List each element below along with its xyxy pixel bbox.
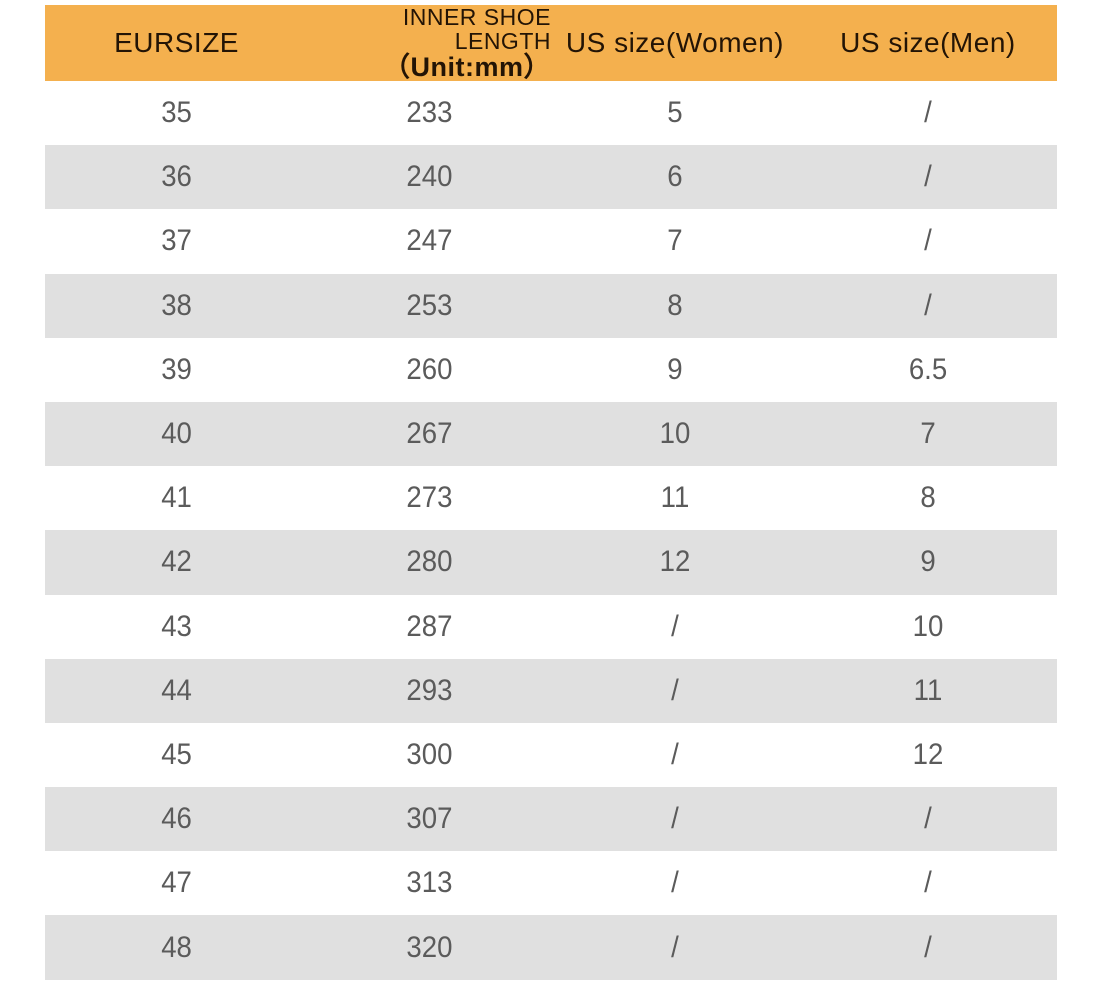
table-header-row: EURSIZE INNER SHOE LENGTH （Unit:mm） US s… (45, 5, 1057, 81)
table-row: 43 287 / 10 (45, 594, 1057, 659)
table-row: 35 233 5 / (45, 81, 1057, 146)
table-cell: 8 (667, 288, 683, 322)
header-eursize: EURSIZE (45, 27, 308, 59)
table-cell: 313 (406, 866, 453, 900)
table-cell: 307 (406, 802, 453, 836)
table-cell: 5 (667, 96, 683, 130)
table-cell: 38 (161, 288, 192, 322)
table-row: 39 260 9 6.5 (45, 337, 1057, 402)
table-cell: 7 (920, 417, 936, 451)
table-cell: 233 (406, 96, 453, 130)
table-cell: 253 (406, 288, 453, 322)
table-cell: 300 (406, 737, 453, 771)
table-cell: 7 (667, 224, 683, 258)
header-inner-shoe-length-label: INNER SHOE LENGTH （Unit:mm） (308, 5, 551, 82)
table-cell: / (924, 866, 932, 900)
table-cell: / (924, 160, 932, 194)
table-cell: 42 (161, 545, 192, 579)
table-cell: 8 (920, 481, 936, 515)
table-cell: 6 (667, 160, 683, 194)
table-cell: 48 (161, 930, 192, 964)
header-eursize-label: EURSIZE (114, 27, 239, 58)
table-cell: 273 (406, 481, 453, 515)
table-cell: / (671, 930, 679, 964)
table-row: 45 300 / 12 (45, 722, 1057, 788)
table-cell: 12 (659, 545, 691, 579)
table-cell: 39 (161, 352, 192, 386)
header-inner-shoe-length-unit: （Unit:mm） (382, 51, 551, 82)
table-cell: / (924, 224, 932, 258)
table-cell: 260 (406, 352, 453, 386)
table-cell: 44 (161, 673, 192, 707)
table-cell: 40 (161, 417, 192, 451)
table-row: 47 313 / / (45, 851, 1057, 916)
table-cell: 240 (406, 160, 453, 194)
table-cell: 43 (161, 609, 192, 643)
table-cell: / (671, 609, 679, 643)
table-cell: 293 (406, 673, 453, 707)
table-cell: / (924, 930, 932, 964)
header-inner-shoe-length: INNER SHOE LENGTH （Unit:mm） (308, 5, 551, 82)
table-cell: 11 (913, 673, 943, 707)
header-us-size-men-label: US size(Men) (840, 27, 1016, 58)
table-cell: 9 (667, 352, 683, 386)
table-cell: 320 (406, 930, 453, 964)
table-row: 42 280 12 9 (45, 530, 1057, 595)
table-cell: 10 (659, 417, 691, 451)
table-row: 38 253 8 / (45, 273, 1057, 338)
size-conversion-table: EURSIZE INNER SHOE LENGTH （Unit:mm） US s… (45, 5, 1057, 980)
table-cell: 41 (161, 481, 192, 515)
table-row: 41 273 11 8 (45, 466, 1057, 531)
table-cell: / (924, 802, 932, 836)
table-cell: 267 (406, 417, 453, 451)
header-us-size-women: US size(Women) (551, 27, 799, 59)
table-cell: / (671, 802, 679, 836)
table-row: 44 293 / 11 (45, 658, 1057, 723)
table-cell: 287 (406, 609, 453, 643)
header-inner-shoe-length-line1: INNER SHOE LENGTH (402, 3, 551, 54)
table-cell: 6.5 (908, 352, 948, 386)
table-cell: 9 (920, 545, 936, 579)
table-cell: 10 (912, 609, 944, 643)
table-cell: 35 (161, 96, 192, 130)
table-cell: / (924, 96, 932, 130)
table-cell: 280 (406, 545, 453, 579)
table-cell: / (924, 288, 932, 322)
table-cell: 11 (660, 481, 690, 515)
table-cell: 47 (161, 866, 192, 900)
table-row: 48 320 / / (45, 915, 1057, 980)
table-cell: 247 (406, 224, 453, 258)
table-cell: / (671, 866, 679, 900)
header-us-size-women-label: US size(Women) (565, 27, 784, 58)
table-cell: 12 (912, 737, 944, 771)
table-cell: 46 (161, 802, 192, 836)
table-row: 36 240 6 / (45, 145, 1057, 210)
table-cell: / (671, 737, 679, 771)
table-row: 46 307 / / (45, 787, 1057, 852)
table-row: 37 247 7 / (45, 209, 1057, 274)
table-cell: / (671, 673, 679, 707)
table-cell: 45 (161, 737, 192, 771)
size-table-body: 35 233 5 / 36 240 6 / 37 247 7 / 38 253 8 / 39 260 9 6.5 40 2… (45, 81, 1057, 980)
header-us-size-men: US size(Men) (799, 27, 1057, 59)
table-cell: 37 (161, 224, 192, 258)
table-cell: 36 (161, 160, 192, 194)
table-row: 40 267 10 7 (45, 401, 1057, 467)
